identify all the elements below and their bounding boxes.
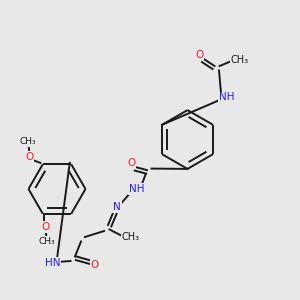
Text: NH: NH <box>219 92 234 103</box>
Text: CH₃: CH₃ <box>39 237 56 246</box>
Text: O: O <box>127 158 135 169</box>
Text: CH₃: CH₃ <box>122 232 140 242</box>
Text: NH: NH <box>129 184 144 194</box>
Text: O: O <box>195 50 204 60</box>
Text: HN: HN <box>45 257 60 268</box>
Text: O: O <box>25 152 33 162</box>
Text: CH₃: CH₃ <box>231 55 249 65</box>
Text: CH₃: CH₃ <box>20 137 36 146</box>
Text: N: N <box>113 202 121 212</box>
Text: O: O <box>42 222 50 232</box>
Text: O: O <box>90 260 99 270</box>
